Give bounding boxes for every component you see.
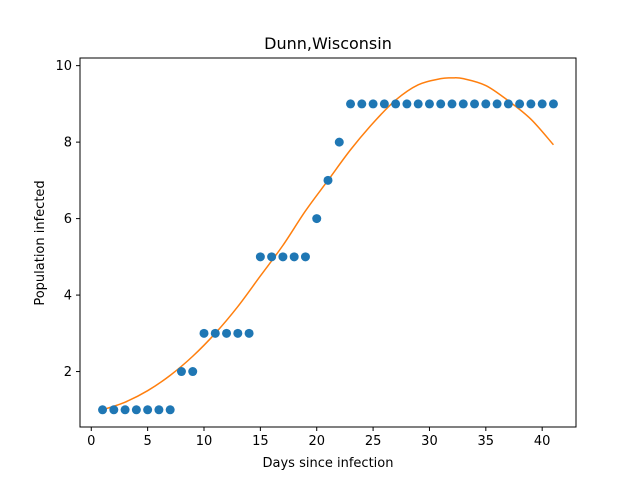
data-point [548, 99, 558, 109]
y-tick-label: 4 [64, 289, 72, 304]
data-point [267, 252, 277, 262]
x-tick-label: 20 [308, 434, 325, 449]
data-point [413, 99, 423, 109]
data-point [368, 99, 378, 109]
x-tick-label: 10 [196, 434, 213, 449]
data-point [176, 367, 186, 377]
data-point [289, 252, 299, 262]
data-point [492, 99, 502, 109]
data-point [255, 252, 265, 262]
data-point [391, 99, 401, 109]
data-point [312, 214, 322, 224]
x-tick-label: 25 [365, 434, 382, 449]
y-axis-title: Population infected [33, 180, 48, 305]
data-point [210, 328, 220, 338]
data-point [143, 405, 153, 415]
data-point [357, 99, 367, 109]
x-tick-label: 40 [534, 434, 551, 449]
data-point [402, 99, 412, 109]
data-point [346, 99, 356, 109]
data-point [300, 252, 310, 262]
data-point [458, 99, 468, 109]
y-tick-label: 10 [55, 59, 72, 74]
plot-area [79, 57, 577, 428]
data-point [470, 99, 480, 109]
data-point [222, 328, 232, 338]
x-axis-title: Days since infection [263, 456, 394, 471]
data-point [131, 405, 141, 415]
data-point [515, 99, 525, 109]
data-point [278, 252, 288, 262]
data-point [244, 328, 254, 338]
chart-title: Dunn,Wisconsin [264, 34, 392, 53]
data-point [120, 405, 130, 415]
x-tick-label: 0 [87, 434, 95, 449]
x-axis-ticks: 0 5 10 15 20 25 30 35 40 [87, 427, 550, 449]
data-point [109, 405, 119, 415]
data-point [154, 405, 164, 415]
data-point [379, 99, 389, 109]
y-tick-label: 8 [64, 136, 72, 151]
y-tick-label: 6 [64, 212, 72, 227]
data-point [98, 405, 108, 415]
fit-line-series [102, 77, 555, 411]
y-tick-label: 2 [64, 365, 72, 380]
data-point [323, 175, 333, 185]
data-point [188, 367, 198, 377]
data-point [199, 328, 209, 338]
data-point [481, 99, 491, 109]
data-point [233, 328, 243, 338]
data-point [503, 99, 513, 109]
data-point [537, 99, 547, 109]
y-axis-ticks: 2 4 6 8 10 [55, 59, 80, 380]
data-point [526, 99, 536, 109]
data-point [334, 137, 344, 147]
scatter-series [98, 99, 558, 415]
data-point [436, 99, 446, 109]
x-tick-label: 35 [478, 434, 495, 449]
fit-line [102, 77, 555, 411]
x-tick-label: 15 [252, 434, 269, 449]
x-tick-label: 5 [143, 434, 151, 449]
data-point [165, 405, 175, 415]
data-point [447, 99, 457, 109]
data-point [424, 99, 434, 109]
x-tick-label: 30 [421, 434, 438, 449]
